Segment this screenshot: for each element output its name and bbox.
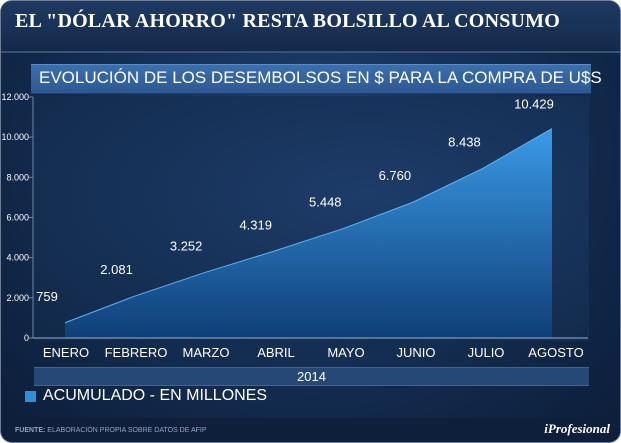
y-tick-label: 0 <box>24 333 29 343</box>
area-fill <box>65 128 552 338</box>
data-label: 4.319 <box>239 217 272 232</box>
source-label: FUENTE: <box>15 427 46 434</box>
chart-title-band: EVOLUCIÓN DE LOS DESEMBOLSOS EN $ PARA L… <box>31 64 602 94</box>
x-category-label: MAYO <box>327 345 364 360</box>
data-labels: 759 2.081 3.252 4.319 5.448 6.760 8.438 10.429 <box>36 97 554 304</box>
x-category-label: JUNIO <box>397 345 436 360</box>
data-label: 10.429 <box>514 97 554 112</box>
y-tick-label: 10.000 <box>1 132 29 142</box>
x-category-label: ENERO <box>43 345 89 360</box>
x-category-label: MARZO <box>183 345 230 360</box>
x-axis-title: 2014 <box>297 369 326 384</box>
x-category-label: ABRIL <box>257 345 295 360</box>
y-tick-label: 12.000 <box>1 92 29 102</box>
source-note: FUENTE: ELABORACIÓN PROPIA SOBRE DATOS D… <box>15 427 207 434</box>
x-axis-year-band: 2014 <box>34 367 589 386</box>
data-label: 5.448 <box>309 195 342 210</box>
data-label: 759 <box>36 289 58 304</box>
brand-logo: iProfesional <box>544 421 610 436</box>
x-category-label: JULIO <box>468 345 505 360</box>
y-tick-label: 2.000 <box>6 293 29 303</box>
data-label: 3.252 <box>170 239 203 254</box>
data-label: 6.760 <box>379 168 412 183</box>
legend-label: ACUMULADO - EN MILLONES <box>43 387 268 404</box>
y-tick-label: 4.000 <box>6 253 29 263</box>
y-axis: 0 2.000 4.000 6.000 8.000 10.000 12.000 <box>1 92 34 343</box>
y-tick-label: 8.000 <box>6 172 29 182</box>
x-category-label: FEBRERO <box>105 345 168 360</box>
area-top-line <box>64 128 553 324</box>
x-axis: ENERO FEBRERO MARZO ABRIL MAYO JUNIO JULIO AGOS… <box>43 345 584 360</box>
source-text: ELABORACIÓN PROPIA SOBRE DATOS DE AFIP <box>47 427 207 434</box>
header-bar: EL "DÓLAR AHORRO" RESTA BOLSILLO AL CONS… <box>1 1 620 53</box>
data-label: 2.081 <box>100 262 133 277</box>
x-category-label: AGOSTO <box>528 345 583 360</box>
chart-title: EVOLUCIÓN DE LOS DESEMBOLSOS EN $ PARA L… <box>39 68 602 87</box>
y-tick-label: 6.000 <box>6 213 29 223</box>
legend-swatch <box>25 391 36 402</box>
footer: FUENTE: ELABORACIÓN PROPIA SOBRE DATOS D… <box>1 418 620 442</box>
data-label: 8.438 <box>448 135 481 150</box>
area-series <box>33 128 588 339</box>
page-title: EL "DÓLAR AHORRO" RESTA BOLSILLO AL CONS… <box>15 10 561 32</box>
